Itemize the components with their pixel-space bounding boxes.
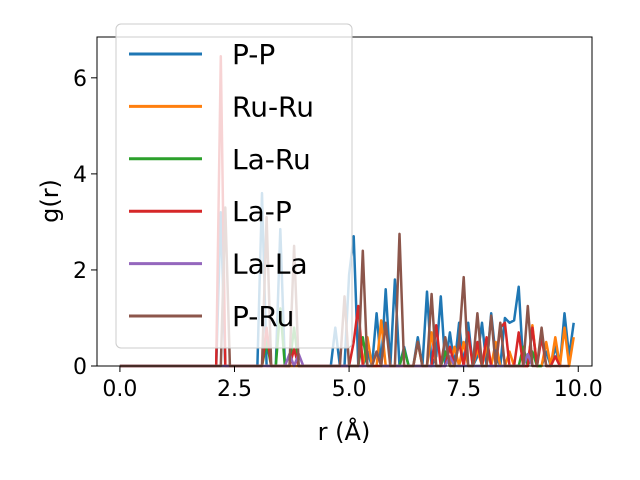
legend-label-p-ru: P-Ru — [232, 300, 294, 333]
y-tick-label: 6 — [73, 67, 87, 92]
x-axis: 0.0 2.5 5.0 7.5 10.0 — [102, 366, 603, 402]
y-tick-label: 4 — [73, 163, 87, 188]
legend-label-p-p: P-P — [232, 38, 275, 71]
x-tick-label: 5.0 — [332, 377, 367, 402]
x-tick-label: 2.5 — [217, 377, 252, 402]
legend-label-la-la: La-La — [232, 248, 308, 281]
y-tick-label: 0 — [73, 355, 87, 380]
x-axis-title: r (Å) — [318, 417, 371, 446]
legend-label-la-ru: La-Ru — [232, 143, 311, 176]
y-axis: 0 2 4 6 — [73, 67, 97, 380]
x-tick-label: 7.5 — [446, 377, 481, 402]
x-tick-label: 0.0 — [102, 377, 137, 402]
y-tick-label: 2 — [73, 259, 87, 284]
legend: P-P Ru-Ru La-Ru La-P La-La P-Ru — [115, 23, 353, 349]
y-axis-title: g(r) — [36, 179, 64, 223]
legend-label-ru-ru: Ru-Ru — [232, 90, 314, 123]
x-tick-label: 10.0 — [554, 377, 603, 402]
legend-label-la-p: La-P — [232, 195, 292, 228]
